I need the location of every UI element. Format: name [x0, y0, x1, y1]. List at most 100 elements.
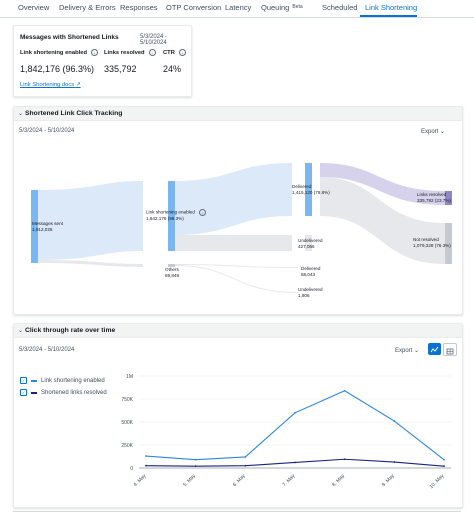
- data-point: [145, 455, 147, 457]
- label-others-undelivered-value: 1,806: [298, 293, 310, 298]
- y-tick-label: 500K: [121, 420, 133, 426]
- info-icon[interactable]: i: [148, 49, 156, 56]
- flow-enabled-undelivered: [175, 235, 292, 251]
- label-enabled-value: 1,842,176 (96.3%): [146, 216, 184, 221]
- data-point: [244, 464, 247, 467]
- ctr-title: Click through rate over time: [25, 327, 116, 334]
- page-divider: [13, 511, 461, 512]
- legend-swatch-enabled: [31, 379, 37, 382]
- legend-enabled-label: Link shortening enabled: [41, 378, 105, 385]
- label-others-undelivered: Undelivered 1,806: [298, 287, 323, 299]
- y-tick-label: 250K: [121, 443, 133, 449]
- node-undelivered[interactable]: [305, 235, 312, 251]
- y-tick-label: 1M: [126, 374, 133, 380]
- label-others-name: Others: [165, 267, 179, 272]
- data-point: [393, 461, 396, 463]
- node-links-resolved[interactable]: [445, 191, 452, 205]
- metric-value-enabled: 1,842,176 (96.3%): [20, 64, 95, 74]
- label-delivered: Delivered 1,415,120 (76.8%): [292, 184, 330, 196]
- y-tick-label: 750K: [121, 397, 133, 403]
- tab-latency[interactable]: Latency: [225, 3, 252, 12]
- info-icon[interactable]: i: [91, 49, 98, 56]
- summary-date-range: 5/3/2024 - 5/10/2024: [140, 34, 168, 46]
- data-point: [294, 461, 296, 464]
- info-icon[interactable]: i: [178, 49, 186, 56]
- data-point: [443, 465, 445, 468]
- chevron-down-icon: ⌄: [414, 348, 420, 354]
- tab-overview[interactable]: Overview: [18, 3, 50, 12]
- node-not-resolved[interactable]: [445, 223, 452, 264]
- data-point: [194, 458, 197, 461]
- click-tracking-panel: ⌄ Shortened Link Click Tracking 5/3/2024…: [13, 106, 463, 315]
- flow-delivered-notresolved: [320, 177, 445, 264]
- label-not-resolved-value: 1,079,328 (76.3%): [413, 243, 451, 248]
- tab-scheduled[interactable]: Scheduled: [322, 3, 358, 12]
- label-links-resolved-name: Links resolved: [417, 192, 447, 197]
- node-link-shortening-enabled[interactable]: [168, 181, 175, 251]
- docs-link[interactable]: Link Shortening docs ↗: [20, 82, 81, 88]
- checkbox-icon[interactable]: ✓: [20, 377, 27, 384]
- tab-queuing[interactable]: Queuing Beta: [261, 3, 303, 12]
- ctr-date-range: 5/3/2024 - 5/10/2024: [19, 347, 75, 353]
- data-point: [244, 456, 247, 458]
- label-others-delivered-value: 68,043: [301, 272, 316, 277]
- chevron-down-icon: ⌄: [440, 129, 446, 135]
- label-delivered-name: Delivered: [292, 184, 312, 189]
- click-tracking-header[interactable]: ⌄ Shortened Link Click Tracking: [14, 107, 462, 121]
- label-undelivered: Undelivered 427,056: [298, 238, 323, 250]
- label-messages-sent: Messages sent 1,912,025: [32, 221, 63, 233]
- data-point: [294, 411, 296, 414]
- data-point: [443, 458, 445, 461]
- tab-delivery-errors[interactable]: Delivery & Errors: [59, 3, 116, 12]
- label-link-shortening-enabled: Link shortening enabled i 1,842,176 (96.3%…: [146, 209, 206, 222]
- label-undelivered-value: 427,056: [298, 244, 315, 249]
- label-links-resolved-value: 335,792 (23.7%): [417, 198, 451, 203]
- label-undelivered-name: Undelivered: [298, 238, 323, 243]
- metric-label-enabled-text: Link shortening enabled: [20, 50, 87, 57]
- line-chart-icon: [430, 346, 439, 353]
- export-label: Export: [421, 129, 439, 135]
- export-dropdown[interactable]: Export ⌄: [395, 347, 419, 354]
- label-not-resolved: Not resolved 1,079,328 (76.3%): [413, 237, 451, 249]
- tab-link-shortening[interactable]: Link Shortening: [365, 3, 418, 12]
- label-messages-sent-value: 1,912,025: [32, 227, 53, 232]
- legend-resolved[interactable]: ✓ Shortened links resolved: [20, 389, 107, 396]
- tab-otp-conversion[interactable]: OTP Conversion: [166, 3, 222, 12]
- flow-enabled-delivered: [175, 163, 292, 235]
- active-tab-indicator: [360, 15, 417, 17]
- metric-value-ctr: 24%: [163, 64, 182, 74]
- label-enabled-name: Link shortening enabled: [146, 209, 195, 215]
- sankey-diagram: [31, 163, 452, 293]
- export-label: Export: [395, 348, 413, 354]
- flow-sent-others: [38, 260, 143, 267]
- label-others: Others 69,849: [165, 267, 179, 279]
- legend-swatch-resolved: [31, 391, 37, 394]
- tab-queuing-label: Queuing: [261, 3, 290, 12]
- ctr-panel: ⌄ Click through rate over time 5/3/2024 …: [13, 323, 463, 508]
- label-others-value: 69,849: [165, 273, 180, 278]
- y-tick-label: 0: [130, 466, 133, 472]
- tab-responses[interactable]: Responses: [120, 3, 158, 12]
- line-chart-toggle[interactable]: [428, 343, 441, 355]
- chevron-down-icon: ⌄: [18, 328, 24, 334]
- node-messages-sent[interactable]: [31, 190, 38, 263]
- data-point: [343, 458, 346, 461]
- node-delivered[interactable]: [305, 163, 312, 216]
- legend-enabled[interactable]: ✓ Link shortening enabled: [20, 377, 105, 384]
- metric-value-resolved: 335,792: [104, 64, 137, 74]
- label-delivered-value: 1,415,120 (76.8%): [292, 190, 330, 195]
- table-view-toggle[interactable]: [443, 343, 457, 356]
- flow-sent-enabled: [38, 181, 143, 260]
- export-dropdown[interactable]: Export ⌄: [421, 128, 445, 135]
- docs-link-text: Link Shortening docs: [20, 82, 75, 88]
- x-tick-label: 4. May: [133, 473, 148, 488]
- checkbox-icon[interactable]: ✓: [20, 389, 27, 396]
- beta-badge: Beta: [292, 4, 303, 10]
- ctr-header[interactable]: ⌄ Click through rate over time: [14, 324, 462, 338]
- info-icon[interactable]: i: [198, 209, 206, 216]
- label-links-resolved: Links resolved 335,792 (23.7%): [417, 192, 451, 204]
- node-others[interactable]: [168, 264, 175, 267]
- x-tick-label: 7. May: [282, 473, 297, 488]
- tab-bar: Overview Delivery & Errors Responses OTP…: [0, 0, 474, 18]
- series-line-1: [145, 390, 445, 461]
